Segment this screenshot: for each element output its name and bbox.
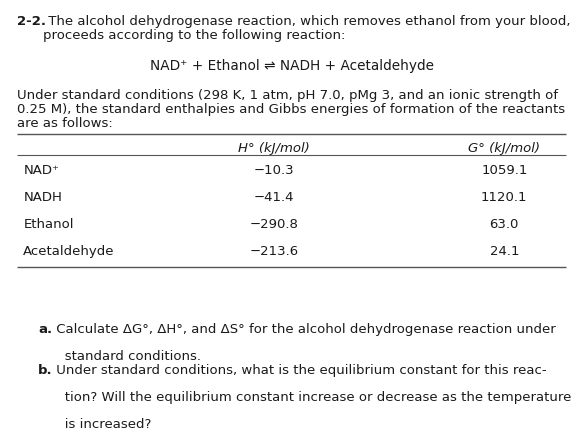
Text: −213.6: −213.6 <box>250 245 298 258</box>
Text: 63.0: 63.0 <box>490 218 519 231</box>
Text: Under standard conditions, what is the equilibrium constant for this reac-: Under standard conditions, what is the e… <box>52 364 547 377</box>
Text: Under standard conditions (298 K, 1 atm, pH 7.0, pMg 3, and an ionic strength of: Under standard conditions (298 K, 1 atm,… <box>17 89 559 102</box>
Text: is increased?: is increased? <box>52 418 152 429</box>
Text: Calculate ΔG°, ΔH°, and ΔS° for the alcohol dehydrogenase reaction under: Calculate ΔG°, ΔH°, and ΔS° for the alco… <box>52 323 556 335</box>
Text: G° (kJ/mol): G° (kJ/mol) <box>468 142 540 155</box>
Text: −41.4: −41.4 <box>254 191 294 204</box>
Text: 0.25 M), the standard enthalpies and Gibbs energies of formation of the reactant: 0.25 M), the standard enthalpies and Gib… <box>17 103 566 116</box>
Text: standard conditions.: standard conditions. <box>52 350 202 363</box>
Text: b.: b. <box>38 364 52 377</box>
Text: a.: a. <box>38 323 52 335</box>
Text: −10.3: −10.3 <box>254 164 294 177</box>
Text: 1059.1: 1059.1 <box>481 164 528 177</box>
Text: H° (kJ/mol): H° (kJ/mol) <box>238 142 310 155</box>
Text: NAD⁺ + Ethanol ⇌ NADH + Acetaldehyde: NAD⁺ + Ethanol ⇌ NADH + Acetaldehyde <box>149 59 434 73</box>
Text: NAD⁺: NAD⁺ <box>23 164 59 177</box>
Text: tion? Will the equilibrium constant increase or decrease as the temperature: tion? Will the equilibrium constant incr… <box>52 391 572 404</box>
Text: are as follows:: are as follows: <box>17 117 113 130</box>
Text: Ethanol: Ethanol <box>23 218 74 231</box>
Text: 1120.1: 1120.1 <box>481 191 528 204</box>
Text: Acetaldehyde: Acetaldehyde <box>23 245 115 258</box>
Text: 2-2.: 2-2. <box>17 15 47 28</box>
Text: −290.8: −290.8 <box>250 218 298 231</box>
Text: proceeds according to the following reaction:: proceeds according to the following reac… <box>26 29 346 42</box>
Text: 24.1: 24.1 <box>490 245 519 258</box>
Text: The alcohol dehydrogenase reaction, which removes ethanol from your blood,: The alcohol dehydrogenase reaction, whic… <box>44 15 570 28</box>
Text: NADH: NADH <box>23 191 62 204</box>
